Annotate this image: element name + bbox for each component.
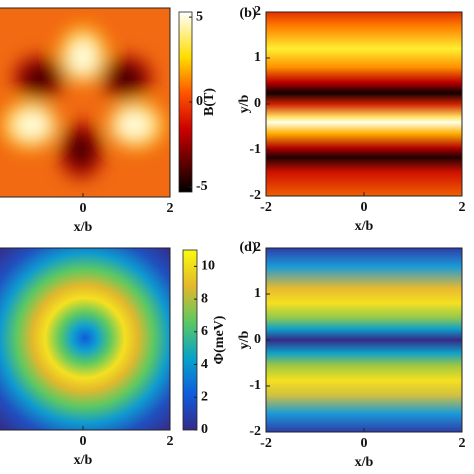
x-tick-label: 2 bbox=[459, 200, 466, 215]
colorbar-tick-label: 2 bbox=[201, 389, 208, 404]
y-tick-label: -2 bbox=[249, 424, 261, 439]
field-c bbox=[0, 248, 170, 430]
field-d bbox=[266, 248, 462, 432]
x-tick-label: 0 bbox=[80, 434, 87, 449]
colorbar-tick-label: 8 bbox=[201, 291, 208, 306]
colorbar-tick-label: -5 bbox=[196, 179, 208, 194]
panel-label: (d) bbox=[239, 240, 256, 255]
x-tick-label: -2 bbox=[260, 200, 272, 215]
field-b bbox=[266, 12, 462, 196]
x-tick-label: 0 bbox=[361, 436, 368, 451]
colorbar-label: Φ(meV) bbox=[212, 315, 227, 364]
y-tick-label: 1 bbox=[254, 50, 261, 65]
colorbar-tick-label: 5 bbox=[196, 9, 203, 24]
y-axis-label: y/b bbox=[237, 330, 252, 349]
x-axis-label: x/b bbox=[74, 220, 93, 235]
colorbar bbox=[182, 249, 198, 431]
x-tick-label: 2 bbox=[167, 434, 174, 449]
y-tick-label: -2 bbox=[249, 188, 261, 203]
y-tick-label: 2 bbox=[254, 4, 261, 19]
y-tick-label: 0 bbox=[254, 332, 261, 347]
x-axis-label: x/b bbox=[355, 455, 374, 470]
colorbar-tick-label: 10 bbox=[201, 259, 215, 274]
x-tick-label: 2 bbox=[459, 436, 466, 451]
x-tick-label: 2 bbox=[167, 201, 174, 216]
colorbar-tick-label: 4 bbox=[201, 357, 208, 372]
colorbar-tick-label: 0 bbox=[201, 422, 208, 437]
panel-label: (b) bbox=[239, 6, 256, 21]
colorbar-tick-label: 0 bbox=[196, 94, 203, 109]
y-tick-label: -1 bbox=[249, 378, 261, 393]
y-tick-label: 1 bbox=[254, 286, 261, 301]
y-tick-label: 2 bbox=[254, 240, 261, 255]
colorbar-tick-label: 6 bbox=[201, 324, 208, 339]
x-tick-label: 0 bbox=[80, 201, 87, 216]
x-axis-label: x/b bbox=[355, 219, 374, 234]
y-axis-label: y/b bbox=[237, 94, 252, 113]
y-tick-label: -1 bbox=[249, 142, 261, 157]
x-axis-label: x/b bbox=[74, 453, 93, 468]
x-tick-label: 0 bbox=[361, 200, 368, 215]
y-tick-label: 0 bbox=[254, 96, 261, 111]
field-a bbox=[0, 8, 170, 197]
x-tick-label: -2 bbox=[260, 436, 272, 451]
colorbar-label: B(T) bbox=[202, 88, 217, 116]
